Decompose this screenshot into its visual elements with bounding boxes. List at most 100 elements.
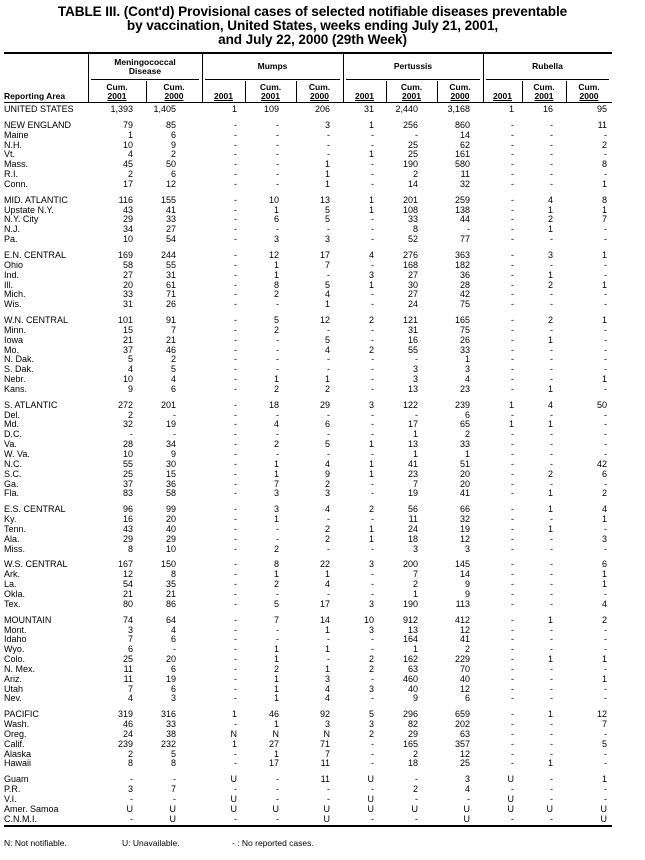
cell-rubella-2001: - <box>511 533 514 544</box>
cell-pertussis-cum2000: U <box>463 803 471 814</box>
cell-mening-cum2000: 6 <box>170 383 176 394</box>
cell-rubella-2001: - <box>511 644 514 655</box>
cell-mening-cum2001: 10 <box>122 139 133 150</box>
table-row: Colo. 25 20 - 1 - 2 162 229 - 1 1 <box>4 654 612 665</box>
cell-pertussis-2001: 3 <box>368 598 374 609</box>
reporting-area: Nev. <box>4 693 22 704</box>
cell-rubella-cum2000: - <box>604 354 607 365</box>
cell-mumps-2001: - <box>234 758 237 769</box>
cell-rubella-cum2000: 4 <box>601 598 607 609</box>
cell-pertussis-cum2001: 276 <box>402 249 418 260</box>
cell-pertussis-2001: - <box>371 324 374 335</box>
cell-mening-cum2001: 37 <box>122 344 133 355</box>
cell-rubella-cum2001: - <box>550 429 553 440</box>
cell-mumps-cum2000: - <box>327 354 330 365</box>
cell-mumps-cum2000: 1 <box>324 644 330 655</box>
cell-mumps-cum2000: 4 <box>324 458 330 469</box>
cell-mening-cum2001: 319 <box>117 709 133 720</box>
cell-mening-cum2000: - <box>173 794 176 804</box>
cell-mumps-cum2000: - <box>327 364 330 375</box>
table-row: N.Y. City 29 33 - 6 5 - 33 44 - 2 7 <box>4 215 612 225</box>
cell-mening-cum2001: 7 <box>127 634 133 645</box>
cell-mening-cum2001: 239 <box>117 738 133 749</box>
cell-mening-cum2000: 1,405 <box>153 104 176 114</box>
subcol-header: Cum. 2000 <box>437 81 483 101</box>
cell-mumps-2001: - <box>234 523 237 534</box>
table-row: La. 54 35 - 2 4 - 2 9 - - 1 <box>4 579 612 590</box>
subcol-header-top: Cum. <box>400 82 423 92</box>
footnote-n: N: Not notifiable. <box>4 838 67 848</box>
cell-mening-cum2001: 2 <box>127 409 133 420</box>
cell-mening-cum2001: 101 <box>117 315 133 326</box>
cell-pertussis-cum2001: 9 <box>412 693 418 704</box>
cell-mening-cum2000: 6 <box>170 169 176 180</box>
cell-mening-cum2001: 1,393 <box>110 104 133 114</box>
cell-pertussis-cum2000: 19 <box>459 523 470 534</box>
reporting-area: E.S. CENTRAL <box>4 504 66 515</box>
cell-mumps-2001: - <box>234 324 237 335</box>
cell-rubella-cum2000: 1 <box>601 774 607 785</box>
cell-rubella-cum2001: 1 <box>547 383 553 394</box>
table-row: N. Mex. 11 6 - 2 1 2 63 70 - - - <box>4 664 612 675</box>
cell-mumps-2001: - <box>234 399 237 410</box>
cell-rubella-cum2000: 1 <box>601 279 607 290</box>
cell-mumps-cum2001: 1 <box>273 468 279 479</box>
cell-mening-cum2001: 45 <box>122 159 133 170</box>
bottom-rule <box>4 824 612 827</box>
subcol-header: Cum. 2000 <box>566 81 612 101</box>
cell-mening-cum2001: 58 <box>122 259 133 270</box>
cell-mumps-2001: U <box>230 794 238 804</box>
cell-pertussis-2001: - <box>371 543 374 554</box>
cell-mening-cum2000: 20 <box>165 654 176 665</box>
cell-pertussis-cum2000: 202 <box>454 719 470 730</box>
reporting-area: Conn. <box>4 178 29 189</box>
cell-mening-cum2001: 20 <box>122 279 133 290</box>
cell-mumps-2001: - <box>234 224 237 235</box>
cell-rubella-2001: - <box>511 178 514 189</box>
cell-mening-cum2000: 31 <box>165 269 176 280</box>
cell-rubella-cum2000: - <box>604 683 607 694</box>
group-label-line-1: Mumps <box>257 61 288 71</box>
table-row: Calif. 239 232 1 27 71 - 165 357 - - 5 <box>4 738 612 750</box>
cell-rubella-cum2000: 1 <box>601 204 607 215</box>
title-line-2: by vaccination, United States, weeks end… <box>126 18 499 33</box>
cell-mening-cum2000: U <box>169 813 177 824</box>
cell-mumps-cum2001: - <box>276 533 279 544</box>
cell-mumps-cum2000: - <box>327 654 330 665</box>
cell-mening-cum2001: 11 <box>123 673 133 684</box>
cell-mumps-cum2000: 5 <box>324 279 330 290</box>
cell-pertussis-2001: 2 <box>368 504 374 515</box>
cell-pertussis-cum2000: 40 <box>459 673 470 684</box>
reporting-area: UNITED STATES <box>4 104 74 114</box>
table-row: R.I. 2 6 - - 1 - 2 11 - - - <box>4 169 612 180</box>
cell-rubella-2001: - <box>511 159 514 170</box>
cell-mumps-cum2000: 7 <box>324 748 330 759</box>
cell-rubella-2001: - <box>511 279 514 290</box>
cell-mumps-cum2000: N <box>323 728 331 739</box>
cell-mening-cum2000: 19 <box>165 419 176 430</box>
subcol-header: 2001 <box>343 81 386 101</box>
cell-mening-cum2001: 10 <box>122 449 133 459</box>
cell-pertussis-2001: - <box>371 259 374 270</box>
cell-rubella-cum2001: - <box>550 178 553 189</box>
cell-pertussis-2001: - <box>371 289 374 300</box>
table-row: Vt. 4 2 - - - 1 25 161 - - - <box>4 150 612 160</box>
cell-pertussis-cum2000: 161 <box>454 149 470 160</box>
cell-rubella-2001: - <box>511 683 514 694</box>
cell-mumps-cum2001: 17 <box>268 758 279 769</box>
subcol-header-year: 2000 <box>579 91 599 101</box>
table-row: Mont. 3 4- -1 3 13 12- - - <box>4 625 612 636</box>
cell-pertussis-cum2001: 2,440 <box>395 104 418 114</box>
cell-mumps-cum2000: - <box>327 449 330 459</box>
cell-mumps-cum2001: - <box>276 354 279 365</box>
cell-rubella-cum2001: - <box>550 169 553 180</box>
cell-mening-cum2001: 8 <box>127 543 133 554</box>
cell-pertussis-cum2001: 164 <box>402 634 418 645</box>
cell-mening-cum2001: 8 <box>127 758 133 769</box>
reporting-area: W.S. CENTRAL <box>4 559 68 570</box>
cell-rubella-2001: U <box>507 774 515 785</box>
cell-pertussis-cum2000: 4 <box>464 784 470 795</box>
region-row: S. ATLANTIC 272 201 - 18 29 3 122 239 1 4 50 <box>4 399 612 411</box>
subcol-header-year: 2001 <box>355 91 374 101</box>
subcol-header-top: Cum. <box>259 82 282 92</box>
